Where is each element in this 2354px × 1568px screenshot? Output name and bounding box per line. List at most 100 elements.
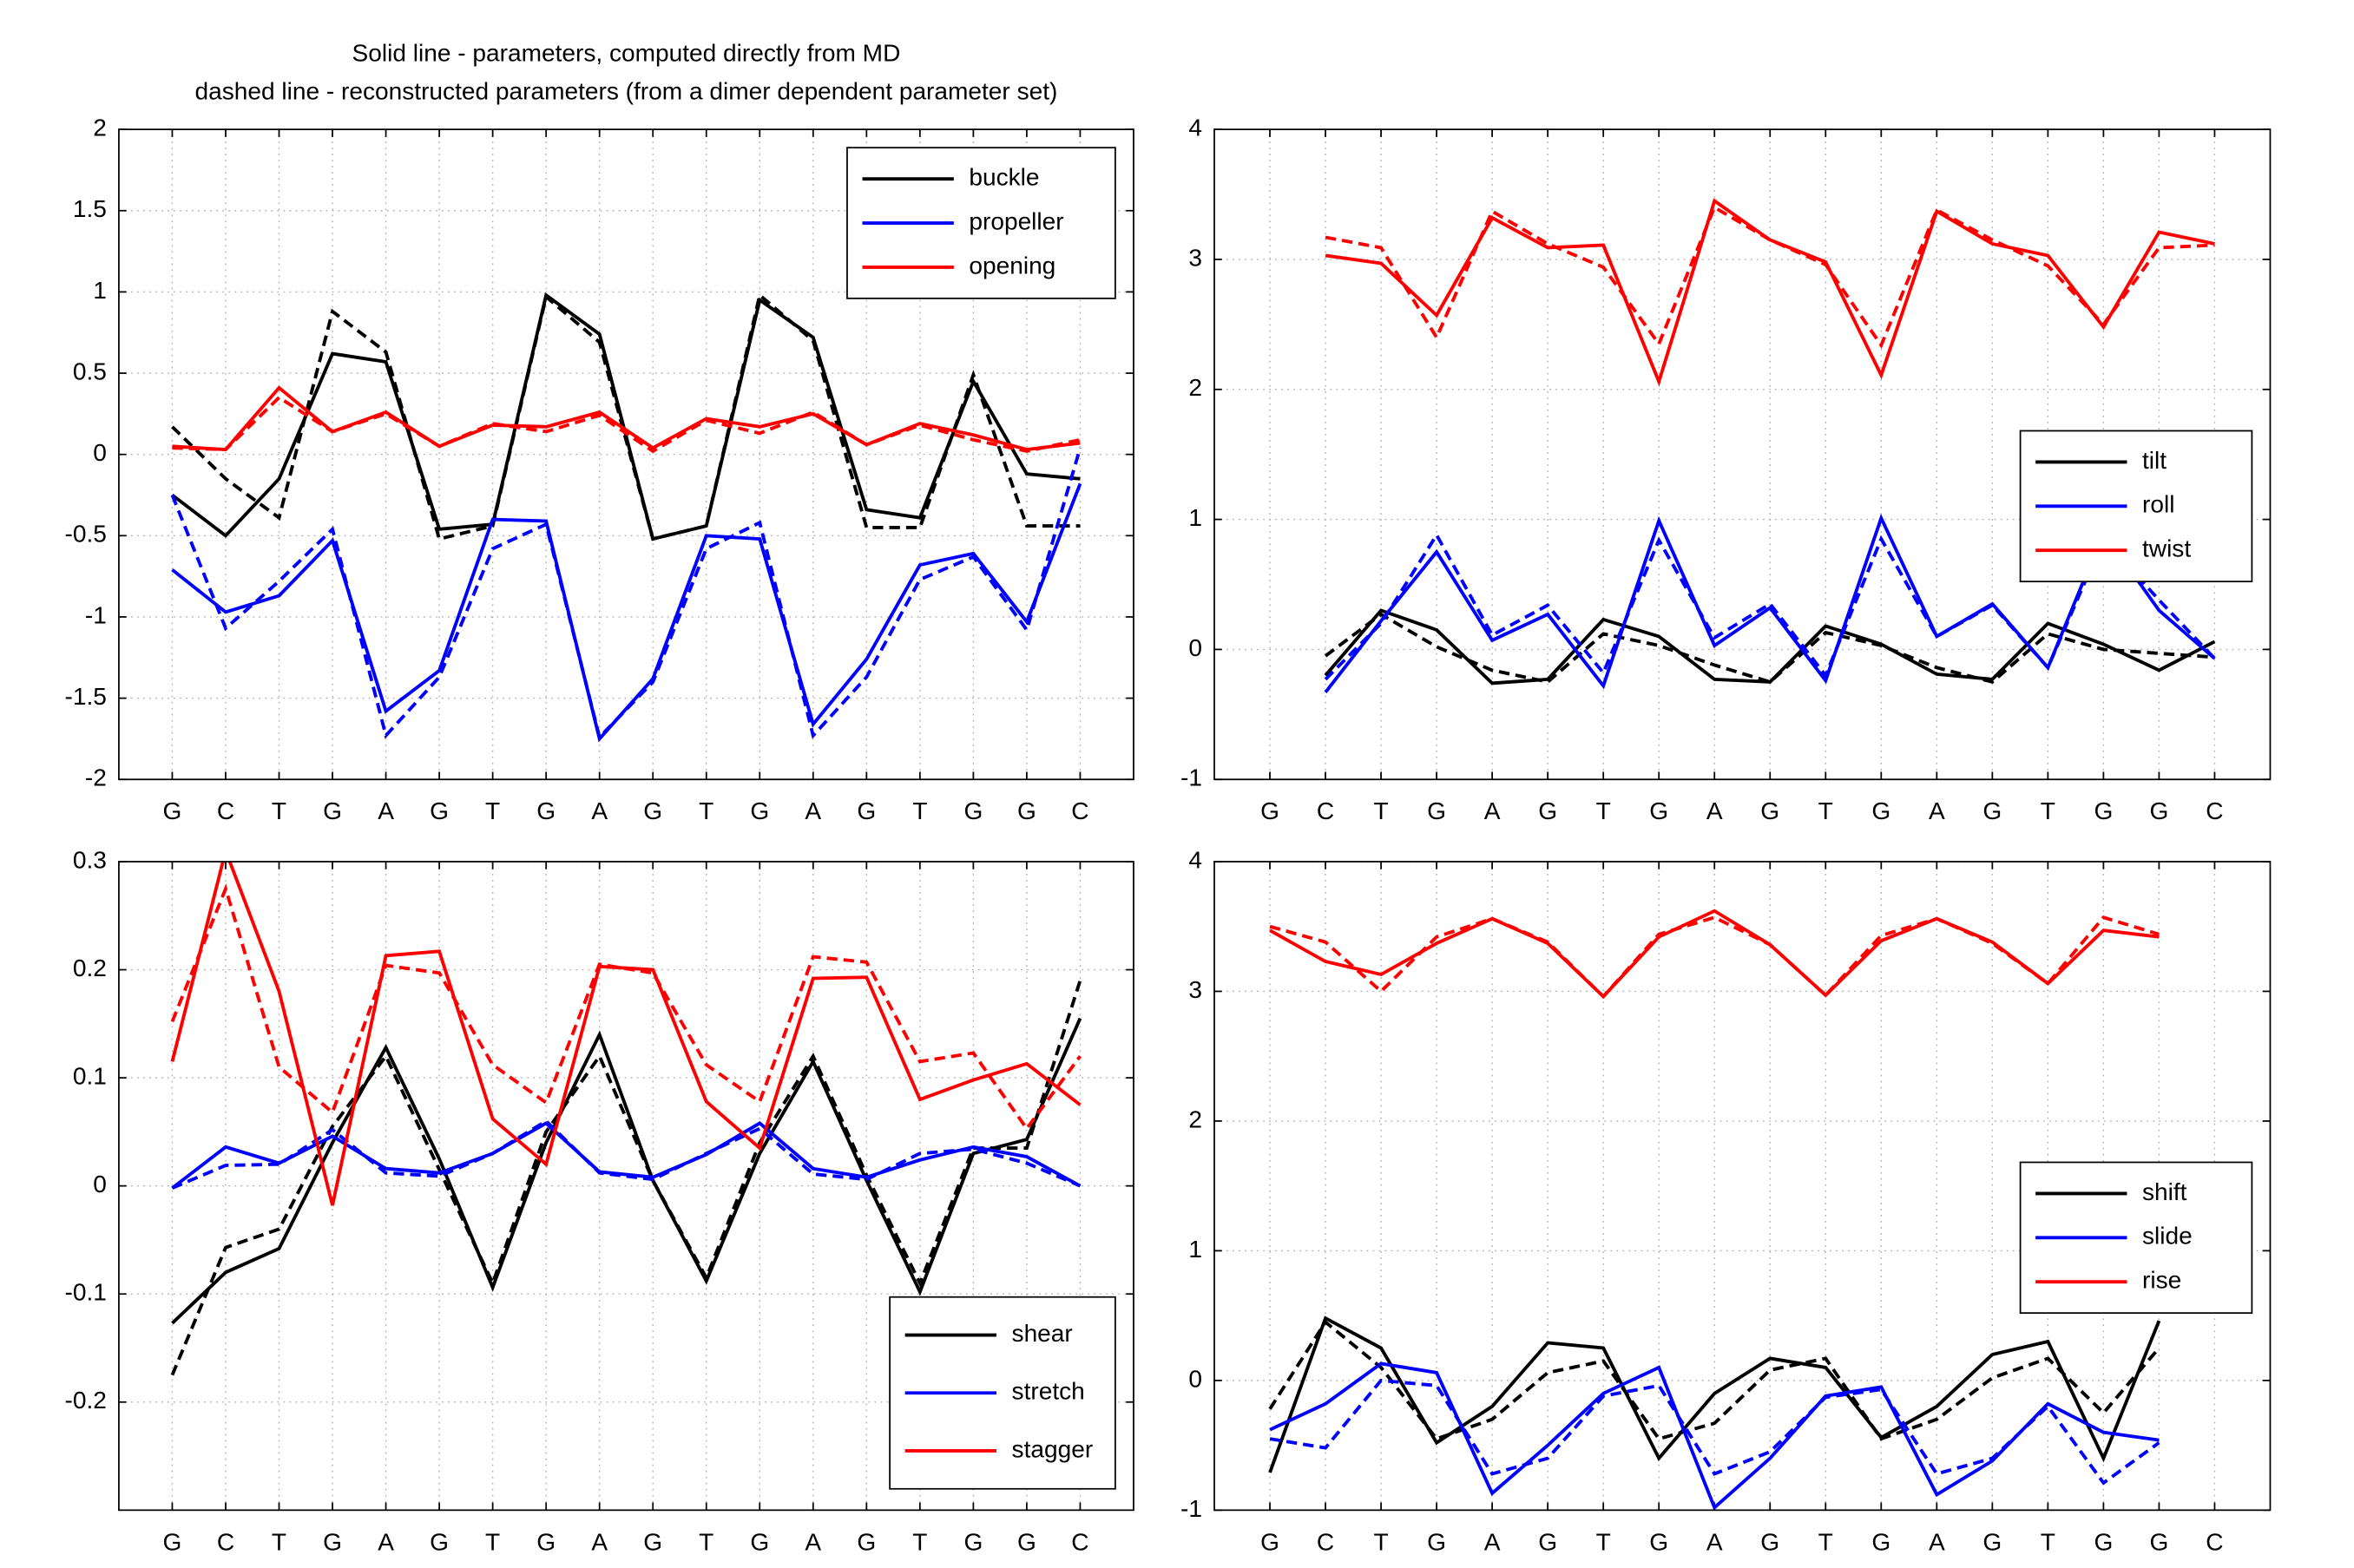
series-line-dashed: [1324, 531, 2216, 681]
y-tick-label: 0.3: [73, 846, 107, 873]
legend: shear stretch stagger: [889, 1296, 1116, 1490]
x-tick-label: G: [2094, 797, 2113, 824]
y-tick-label: 0.1: [73, 1063, 107, 1090]
series-line: [171, 482, 1082, 743]
x-tick-label: G: [1427, 797, 1446, 824]
x-tick-label: A: [1484, 797, 1501, 824]
series-line: [1269, 1361, 2160, 1511]
legend: tilt roll twist: [2019, 430, 2253, 583]
x-tick-label: A: [1484, 1528, 1501, 1555]
y-tick-label: -1: [85, 601, 107, 628]
x-tick-label: G: [536, 1528, 556, 1555]
series-line: [171, 1121, 1082, 1190]
x-tick-label: T: [912, 1528, 927, 1555]
legend-label: rise: [2142, 1267, 2181, 1294]
x-tick-label: G: [1760, 797, 1779, 824]
x-tick-label: C: [1317, 797, 1334, 824]
plot: G C T G A G T G A G T G A G T G G C -1 0 1 2 3 4 shift slide rise: [1180, 846, 2272, 1555]
legend-label: shift: [2142, 1178, 2187, 1205]
x-tick-label: T: [699, 797, 713, 824]
x-tick-label: G: [1260, 1528, 1279, 1555]
plot-frame: [1213, 128, 2272, 781]
y-tick-label: -0.1: [65, 1279, 107, 1306]
x-tick-label: G: [2094, 1528, 2113, 1555]
x-tick-label: C: [1317, 1528, 1334, 1555]
x-tick-label: G: [2149, 1528, 2168, 1555]
series-line: [172, 385, 1081, 452]
x-tick-label: G: [1427, 1528, 1446, 1555]
y-tick-label: 4: [1188, 846, 1202, 873]
x-tick-label: A: [1929, 1528, 1945, 1555]
legend-label: shear: [1012, 1320, 1073, 1347]
y-tick-label: 1: [93, 277, 107, 304]
x-tick-label: T: [272, 1528, 286, 1555]
x-tick-label: T: [1596, 1528, 1611, 1555]
legend-label: opening: [969, 252, 1055, 279]
series-line-dashed: [170, 447, 1082, 741]
lines: [170, 292, 1082, 743]
x-tick-label: T: [2041, 1528, 2055, 1555]
x-tick-label: T: [912, 797, 927, 824]
x-tick-label: T: [485, 1528, 500, 1555]
x-tick-label: G: [643, 797, 662, 824]
x-tick-label: T: [485, 797, 500, 824]
x-tick-label: G: [1017, 797, 1036, 824]
x-tick-label: A: [1706, 1528, 1723, 1555]
x-tick-label: C: [2206, 1528, 2223, 1555]
y-tick-label: 2: [93, 115, 107, 141]
y-tick-label: -1: [1180, 764, 1202, 791]
x-tick-label: T: [272, 797, 286, 824]
series-line-dashed: [1325, 205, 2215, 349]
x-tick-label: G: [963, 797, 983, 824]
x-tick-label: T: [1373, 797, 1388, 824]
lines: [1324, 198, 2216, 694]
x-tick-label: G: [1982, 797, 2002, 824]
legend: shift slide rise: [2019, 1161, 2253, 1315]
series-line-dashed: [172, 395, 1081, 454]
legend: buckle propeller opening: [846, 147, 1116, 299]
legend-label: tilt: [2142, 447, 2167, 474]
x-tick-label: G: [1871, 1528, 1890, 1555]
x-tick-label: G: [323, 797, 342, 824]
y-tick-label: 3: [1188, 244, 1202, 271]
x-tick-label: G: [1982, 1528, 2002, 1555]
lines: [170, 861, 1082, 1376]
series-line-dashed: [170, 980, 1082, 1376]
series-line-dashed: [1268, 1319, 2160, 1441]
series-line-dashed: [1269, 1378, 2160, 1486]
x-tick-label: G: [643, 1528, 662, 1555]
legend-label: buckle: [969, 164, 1039, 191]
y-tick-label: 0: [1188, 634, 1202, 661]
x-tick-label: T: [699, 1528, 713, 1555]
legend-label: slide: [2142, 1223, 2193, 1250]
y-tick-label: 0: [93, 439, 107, 466]
plot: G C T G A G T G A G T G A G T G G C -2 -1.5 -1 -0.5 0 0.5 1 1.5 2 b…: [65, 115, 1134, 824]
x-tick-label: G: [1649, 797, 1668, 824]
x-tick-label: A: [1706, 797, 1723, 824]
x-tick-label: G: [750, 797, 769, 824]
x-tick-label: G: [430, 1528, 449, 1555]
series-line: [1324, 608, 2216, 686]
series-line-dashed: [171, 292, 1081, 541]
x-tick-label: A: [591, 1528, 608, 1555]
series-line: [1268, 1315, 2161, 1473]
x-tick-label: G: [1017, 1528, 1036, 1555]
x-tick-label: G: [1538, 797, 1557, 824]
y-tick-label: 4: [1188, 115, 1202, 141]
series-line-dashed: [171, 1119, 1082, 1190]
legend-label: twist: [2142, 535, 2191, 562]
x-tick-label: G: [163, 1528, 182, 1555]
series-line-dashed: [1269, 915, 2160, 1000]
x-tick-label: C: [217, 1528, 234, 1555]
y-tick-label: 2: [1188, 1105, 1202, 1132]
x-tick-label: A: [378, 1528, 394, 1555]
x-tick-label: G: [1760, 1528, 1779, 1555]
x-tick-label: T: [1818, 1528, 1833, 1555]
plot-frame: [118, 861, 1134, 1512]
y-tick-label: -1.5: [65, 683, 107, 710]
y-tick-label: -2: [85, 764, 107, 791]
y-tick-label: 2: [1188, 374, 1202, 401]
x-tick-label: C: [1071, 797, 1088, 824]
x-tick-label: G: [323, 1528, 342, 1555]
